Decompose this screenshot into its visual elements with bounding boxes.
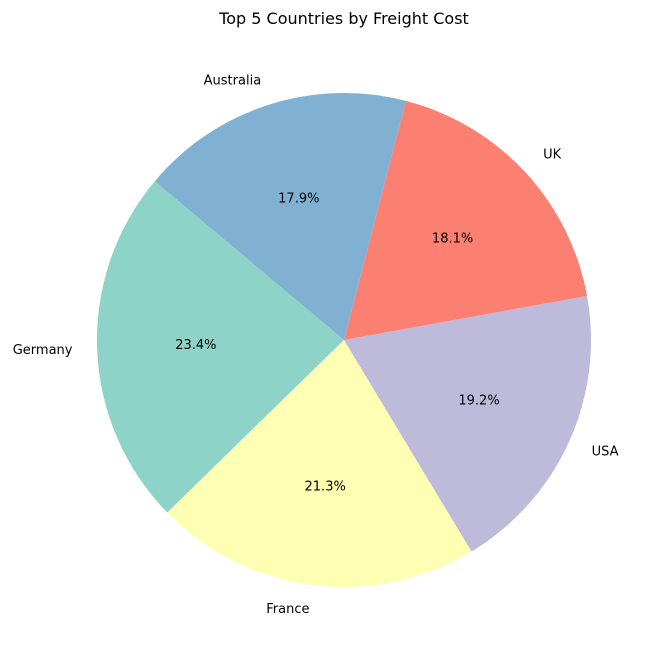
category-label-usa: USA: [592, 444, 619, 459]
pie-slice-uk: [344, 100, 588, 340]
pct-label-uk: 18.1%: [432, 232, 473, 247]
category-label-france: France: [266, 602, 309, 617]
chart-title: Top 5 Countries by Freight Cost: [218, 9, 469, 28]
pie-slice-france: [167, 340, 472, 588]
pct-label-france: 21.3%: [305, 479, 346, 494]
pie-slice-usa: [344, 295, 591, 552]
pie-slice-germany: [96, 181, 344, 513]
pie-labels: 23.4% Germany 21.3% France 19.2% USA 18.1% UK 17…: [13, 74, 619, 617]
pie-slices: [96, 93, 591, 588]
pct-label-germany: 23.4%: [175, 338, 216, 353]
pie-slice-australia: [154, 93, 406, 340]
pct-label-usa: 19.2%: [458, 394, 499, 409]
category-label-uk: UK: [543, 148, 562, 163]
pct-label-australia: 17.9%: [278, 191, 319, 206]
category-label-australia: Australia: [204, 74, 262, 89]
category-label-germany: Germany: [13, 343, 73, 358]
